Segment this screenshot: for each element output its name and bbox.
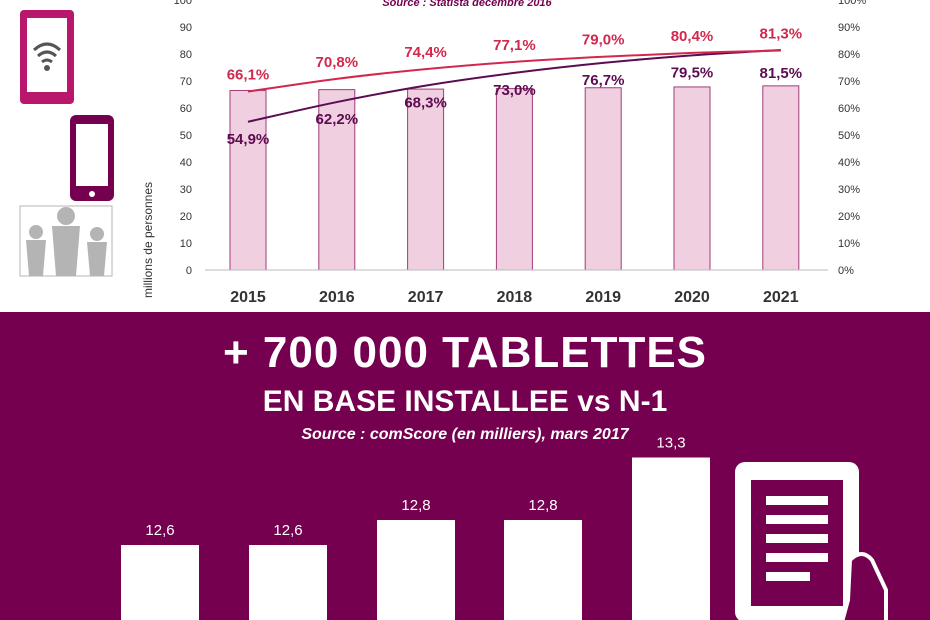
left-tick-label: 90	[180, 22, 192, 34]
right-tick-label: 30%	[838, 184, 860, 196]
left-tick-label: 30	[180, 184, 192, 196]
left-axis-ticks: 0 10 20 30 40 50 60 70 80 90 100	[174, 0, 192, 277]
top-bar	[229, 89, 267, 271]
tablet-bar	[504, 520, 582, 620]
tablet-bar	[121, 545, 199, 620]
data-label-smartphone: 79,5%	[671, 64, 714, 81]
left-tick-label: 60	[180, 103, 192, 115]
top-bars	[229, 85, 800, 271]
y-axis-label: millions de personnes	[141, 182, 155, 298]
top-bar	[318, 89, 356, 271]
data-label-smartphone: 54,9%	[227, 131, 270, 148]
data-label-mobile: 70,8%	[316, 54, 359, 71]
right-tick-label: 100%	[838, 0, 866, 7]
data-label-smartphone: 62,2%	[316, 111, 359, 128]
data-label-mobile: 80,4%	[671, 28, 714, 45]
data-label-smartphone: 81,5%	[760, 65, 803, 82]
left-tick-label: 40	[180, 157, 192, 169]
wifi-phone-icon	[20, 10, 74, 104]
top-bar	[407, 88, 445, 271]
right-tick-label: 80%	[838, 49, 860, 61]
line-series-smartphone	[247, 48, 781, 123]
tablet-bar	[377, 520, 455, 620]
top-bar	[762, 85, 800, 271]
top-source: Source : Statista décembre 2016	[382, 0, 552, 9]
top-bar	[673, 86, 711, 271]
tablet-bar-label: 12,8	[528, 497, 557, 514]
x-tick-label: 2018	[497, 289, 533, 306]
tablet-bar-label: 13,3	[656, 435, 685, 452]
x-tick-label: 2021	[763, 289, 799, 306]
x-tick-label: 2019	[585, 289, 621, 306]
data-label-smartphone: 76,7%	[582, 72, 625, 89]
data-label-mobile: 74,4%	[404, 44, 447, 61]
left-tick-label: 50	[180, 130, 192, 142]
right-tick-label: 40%	[838, 157, 860, 169]
left-tick-label: 10	[180, 238, 192, 250]
top-lines	[247, 48, 781, 123]
data-label-mobile: 81,3%	[760, 25, 803, 42]
top-chart: Source : Statista décembre 2016 millions…	[19, 0, 866, 306]
right-tick-label: 0%	[838, 265, 854, 277]
data-label-mobile: 77,1%	[493, 37, 536, 54]
right-tick-label: 10%	[838, 238, 860, 250]
x-tick-label: 2015	[230, 289, 266, 306]
top-data-labels: 66,1% 70,8% 74,4% 77,1% 79,0% 80,4% 81,3% 54,9%…	[227, 25, 802, 147]
right-tick-label: 90%	[838, 22, 860, 34]
data-label-smartphone: 68,3%	[404, 95, 447, 112]
top-panel: Source : Statista décembre 2016 millions…	[19, 0, 867, 306]
data-label-mobile: 79,0%	[582, 32, 625, 49]
x-tick-label: 2016	[319, 289, 355, 306]
tablet-bar	[632, 457, 710, 620]
right-tick-label: 60%	[838, 103, 860, 115]
left-tick-label: 80	[180, 49, 192, 61]
tablet-in-hand-icon	[735, 462, 888, 620]
right-tick-label: 50%	[838, 130, 860, 142]
data-label-mobile: 66,1%	[227, 67, 270, 84]
x-tick-label: 2020	[674, 289, 710, 306]
tablet-bar-label: 12,6	[273, 522, 302, 539]
left-tick-label: 70	[180, 76, 192, 88]
bottom-subtitle: EN BASE INSTALLEE vs N-1	[262, 385, 668, 418]
bottom-source: Source : comScore (en milliers), mars 20…	[301, 426, 629, 443]
left-tick-label: 20	[180, 211, 192, 223]
right-tick-label: 20%	[838, 211, 860, 223]
data-label-smartphone: 73,0%	[493, 82, 536, 99]
bottom-title: + 700 000 TABLETTES	[222, 328, 708, 377]
tablet-bar-label: 12,8	[401, 497, 430, 514]
bottom-bars: 12,6 12,6 12,8 12,8 13,3	[121, 435, 710, 620]
top-bar	[495, 88, 533, 271]
smartphone-icon	[70, 115, 114, 201]
right-axis-ticks: 0% 10% 20% 30% 40% 50% 60% 70% 80% 90% 100%	[838, 0, 866, 277]
family-icon	[19, 205, 113, 277]
tablet-bar-label: 12,6	[145, 522, 174, 539]
top-bar	[584, 87, 622, 271]
top-x-labels: 2015 2016 2017 2018 2019 2020 2021	[230, 289, 798, 306]
left-tick-label: 0	[186, 265, 192, 277]
x-tick-label: 2017	[408, 289, 444, 306]
line-series-mobile	[247, 49, 781, 93]
tablet-bar	[249, 545, 327, 620]
right-tick-label: 70%	[838, 76, 860, 88]
left-tick-label: 100	[174, 0, 192, 7]
